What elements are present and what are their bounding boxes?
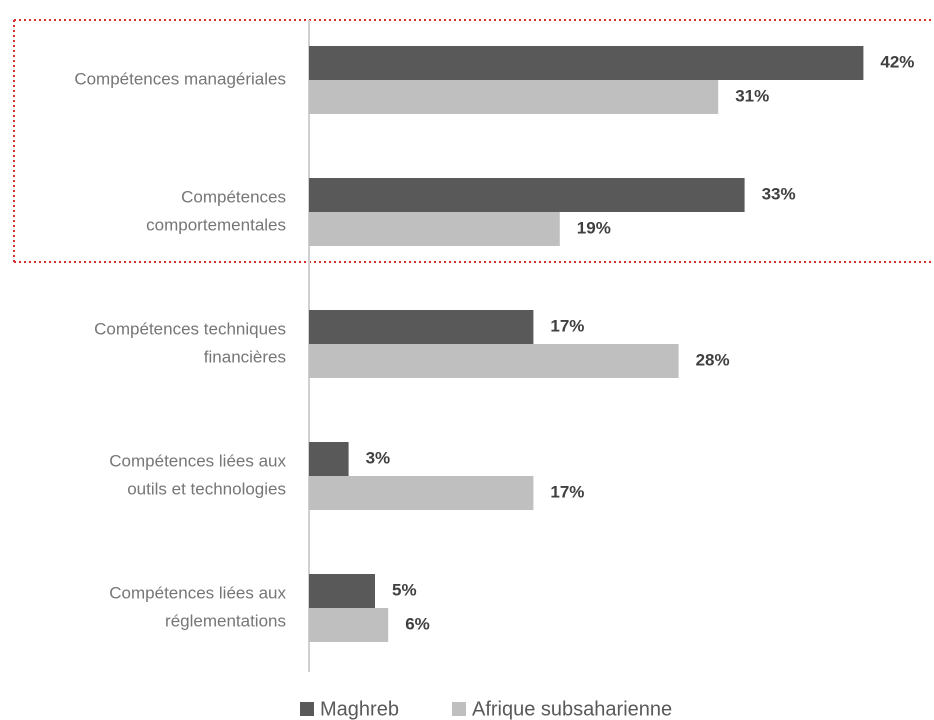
category-label: Compétences liées aux (109, 583, 286, 602)
data-label: 19% (577, 218, 611, 237)
bar (309, 310, 534, 344)
legend-swatch (300, 702, 314, 716)
data-label: 6% (405, 614, 430, 633)
data-label: 31% (735, 86, 769, 105)
bar (309, 80, 719, 114)
data-label: 5% (392, 580, 417, 599)
data-label: 3% (366, 448, 391, 467)
bar (309, 608, 389, 642)
legend-label: Afrique subsaharienne (472, 698, 672, 720)
legend-label: Maghreb (320, 698, 399, 720)
category-label: Compétences managériales (74, 69, 286, 88)
category-label: Compétences (181, 187, 286, 206)
bar (309, 574, 375, 608)
data-label: 17% (550, 316, 584, 335)
category-label: financières (204, 347, 286, 366)
bar (309, 442, 349, 476)
data-label: 17% (550, 482, 584, 501)
bar (309, 212, 560, 246)
data-label: 28% (696, 350, 730, 369)
highlight-box (13, 19, 934, 263)
bar (309, 344, 679, 378)
bar (309, 476, 534, 510)
category-label: comportementales (146, 215, 286, 234)
data-label: 33% (762, 184, 796, 203)
data-label: 42% (880, 52, 914, 71)
category-label: outils et technologies (127, 479, 286, 498)
category-label: réglementations (165, 611, 286, 630)
category-label: Compétences liées aux (109, 451, 286, 470)
bar (309, 46, 864, 80)
bar (309, 178, 745, 212)
category-label: Compétences techniques (94, 319, 286, 338)
legend-swatch (452, 702, 466, 716)
